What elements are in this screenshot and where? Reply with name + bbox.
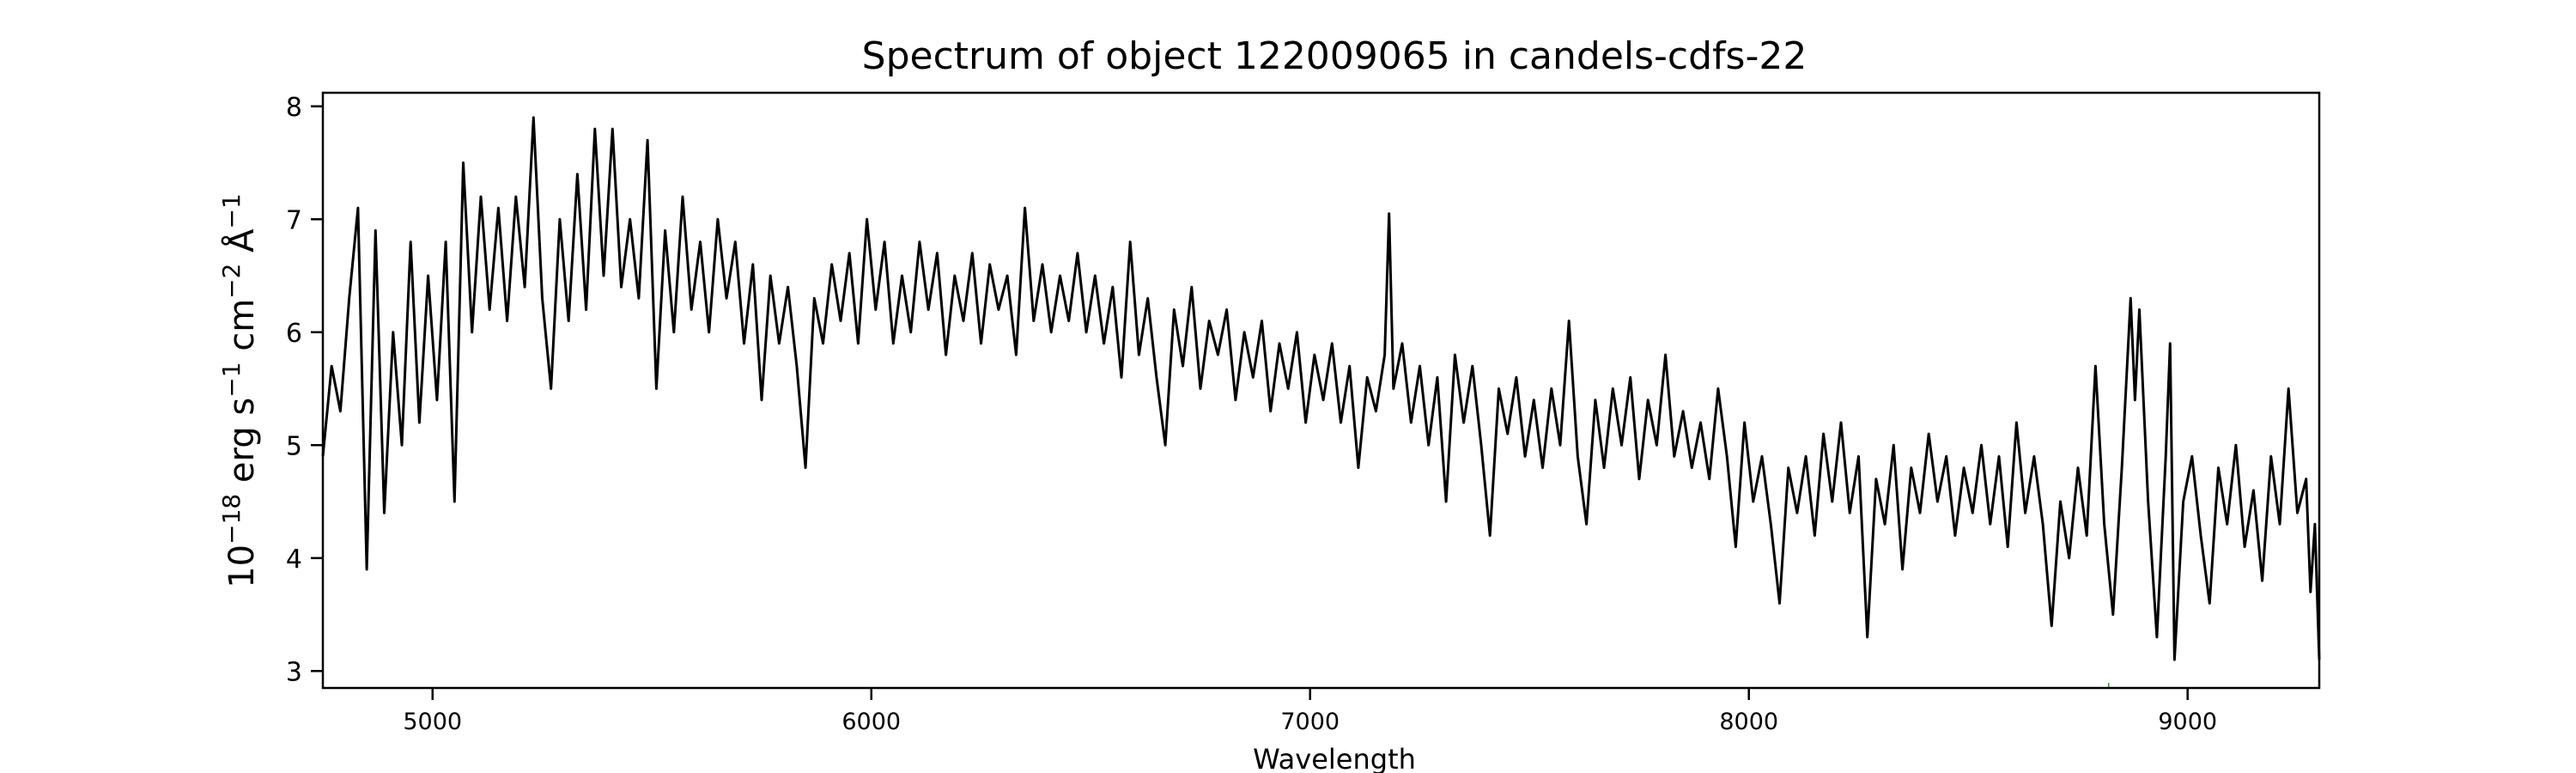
y-axis: 3 4 5 6 7 8: [286, 93, 323, 687]
series-layer: [321, 116, 2321, 688]
chart-title: Spectrum of object 122009065 in candels-…: [862, 34, 1807, 78]
y-axis-label: 10−18 erg s−1 cm−2 Å−1: [217, 193, 262, 588]
y-label-part: erg s: [222, 398, 262, 494]
y-tick-label: 3: [286, 657, 302, 687]
x-tick-label: 8000: [1719, 709, 1778, 735]
y-label-sup: −2: [217, 264, 246, 299]
x-axis: 5000 6000 7000 8000 9000: [403, 688, 2217, 735]
y-tick-label: 6: [286, 319, 302, 349]
y-label-part: 10: [222, 545, 262, 588]
x-tick-label: 5000: [403, 709, 462, 735]
y-tick-label: 5: [286, 431, 302, 461]
y-label-part: Å: [221, 228, 262, 264]
y-tick-label: 7: [286, 205, 302, 235]
y-label-sup: −1: [217, 362, 246, 398]
x-tick-label: 7000: [1280, 709, 1340, 735]
x-tick-label: 6000: [841, 709, 901, 735]
y-tick-label: 4: [286, 545, 302, 575]
x-axis-label: Wavelength: [1253, 743, 1416, 773]
y-label-sup: −1: [217, 193, 246, 228]
x-tick-label: 9000: [2158, 709, 2217, 735]
plot-area: [321, 91, 2321, 690]
y-label-sup: −18: [217, 494, 246, 545]
spectrum-line: [321, 116, 2321, 661]
y-label-part: cm: [222, 299, 262, 362]
y-tick-label: 8: [286, 93, 302, 123]
axes-frame: [321, 91, 2321, 690]
